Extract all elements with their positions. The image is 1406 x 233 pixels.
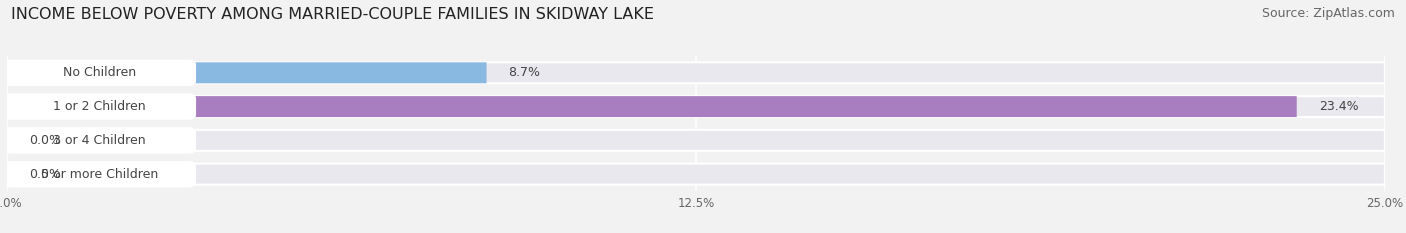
FancyBboxPatch shape <box>7 164 24 185</box>
Text: 8.7%: 8.7% <box>509 66 540 79</box>
FancyBboxPatch shape <box>7 130 24 151</box>
FancyBboxPatch shape <box>7 96 1296 117</box>
FancyBboxPatch shape <box>7 62 486 83</box>
FancyBboxPatch shape <box>3 60 195 86</box>
FancyBboxPatch shape <box>7 130 1385 151</box>
FancyBboxPatch shape <box>7 62 1385 83</box>
FancyBboxPatch shape <box>3 93 195 120</box>
Text: 0.0%: 0.0% <box>30 134 60 147</box>
Text: INCOME BELOW POVERTY AMONG MARRIED-COUPLE FAMILIES IN SKIDWAY LAKE: INCOME BELOW POVERTY AMONG MARRIED-COUPL… <box>11 7 654 22</box>
Text: 1 or 2 Children: 1 or 2 Children <box>53 100 146 113</box>
FancyBboxPatch shape <box>3 127 195 154</box>
Text: 0.0%: 0.0% <box>30 168 60 181</box>
Text: 5 or more Children: 5 or more Children <box>41 168 159 181</box>
Text: Source: ZipAtlas.com: Source: ZipAtlas.com <box>1261 7 1395 20</box>
Text: 3 or 4 Children: 3 or 4 Children <box>53 134 146 147</box>
FancyBboxPatch shape <box>3 161 195 187</box>
FancyBboxPatch shape <box>7 164 1385 185</box>
FancyBboxPatch shape <box>7 96 1385 117</box>
Text: 23.4%: 23.4% <box>1319 100 1358 113</box>
Text: No Children: No Children <box>63 66 136 79</box>
